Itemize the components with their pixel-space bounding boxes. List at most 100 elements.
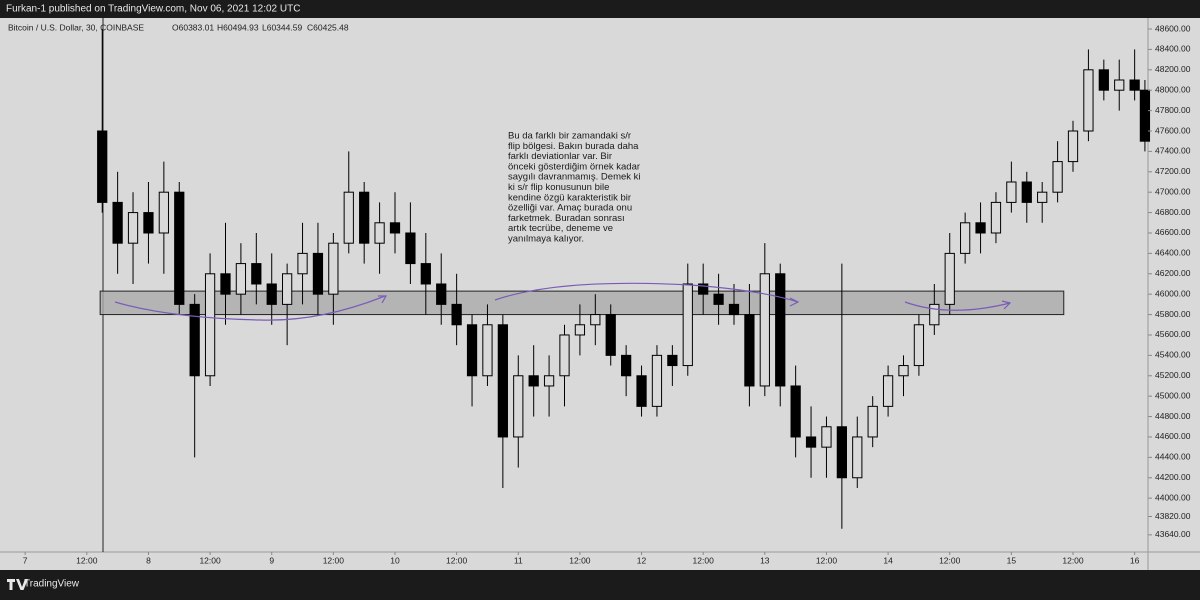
arrow-curve — [494, 282, 799, 303]
annotation-line: artık tecrübe, deneme ve — [508, 223, 613, 234]
candle-body — [960, 222, 971, 254]
candle-body — [405, 232, 416, 265]
candle-body — [297, 252, 308, 275]
candle-body — [220, 273, 231, 295]
candle-body — [466, 324, 478, 377]
annotation-line: özelliği var. Amaç burada onu — [508, 203, 632, 214]
annotation-line: farklı deviationlar var. Bir — [508, 151, 612, 162]
x-tick-label: 10 — [390, 555, 400, 565]
logo — [7, 579, 28, 590]
candle-body — [328, 242, 339, 295]
candle-body — [682, 283, 693, 367]
annotation-line: yanılmaya kalıyor. — [508, 234, 584, 245]
candle-body — [651, 354, 663, 407]
candle-body — [436, 283, 447, 305]
candle-body — [621, 354, 632, 377]
candle-body — [867, 405, 878, 438]
candle-body — [744, 314, 755, 387]
annotation-line: farketmek. Buradan sonrası — [508, 213, 625, 224]
candle-body — [990, 201, 1002, 234]
candle-body — [1139, 89, 1151, 142]
y-tick-label: 46400.00 — [1155, 248, 1191, 258]
candle-body — [528, 375, 539, 387]
symbol: Bitcoin / U.S. Dollar, 30, COINBASE — [8, 22, 144, 32]
x-tick-label: 14 — [883, 555, 893, 565]
sr-zone — [99, 290, 1065, 316]
y-tick-label: 43820.00 — [1155, 511, 1191, 521]
x-tick-label: 12:00 — [446, 555, 468, 565]
y-tick-label: 48600.00 — [1155, 23, 1191, 33]
ohlc-label: C60425.48 — [307, 22, 349, 32]
candle-body — [852, 436, 863, 479]
candle-body — [759, 273, 770, 387]
candle-body — [728, 303, 740, 316]
candle-body — [698, 283, 709, 295]
candle-body — [836, 426, 847, 479]
x-tick-label: 12:00 — [76, 555, 98, 565]
y-tick-label: 45400.00 — [1155, 350, 1191, 360]
x-tick-label: 16 — [1130, 555, 1140, 565]
candle-body — [559, 334, 570, 377]
y-tick-label: 45200.00 — [1155, 370, 1191, 380]
candle-body — [343, 191, 354, 244]
candle-body — [1006, 181, 1017, 203]
arrow-head — [1001, 300, 1012, 310]
x-tick-label: 12:00 — [569, 555, 591, 565]
candle-body — [374, 222, 385, 244]
candle-body — [605, 314, 616, 356]
candle-body — [1129, 79, 1140, 91]
x-tick-label: 12:00 — [199, 555, 221, 565]
plot — [97, 29, 1151, 529]
candle-body — [204, 273, 216, 377]
arrow-head — [378, 295, 388, 304]
y-tick-label: 47000.00 — [1155, 186, 1191, 196]
arrow-head — [789, 297, 800, 307]
candle-body — [482, 324, 493, 377]
candle-body — [1114, 79, 1125, 91]
candle-body — [158, 191, 169, 234]
x-tick-label: 12:00 — [323, 555, 345, 565]
x-tick-label: 12 — [637, 555, 647, 565]
y-tick-label: 48000.00 — [1155, 84, 1191, 94]
candle-body — [359, 191, 370, 244]
y-tick-label: 44600.00 — [1155, 431, 1191, 441]
symbol-line: Bitcoin / U.S. Dollar, 30, COINBASE O6038… — [8, 22, 349, 32]
y-tick-label: 44400.00 — [1155, 452, 1191, 462]
candle-body — [667, 354, 678, 367]
y-tick-label: 47800.00 — [1155, 105, 1191, 115]
annotation-line: Bu da farklı bir zamandaki s/r — [508, 131, 631, 142]
ohlc-label: O60383.01 — [172, 22, 214, 32]
candle-body — [929, 303, 940, 326]
candle-body — [174, 191, 185, 305]
candle-body — [97, 130, 108, 203]
footer-brand: TradingView — [24, 579, 80, 590]
candle-body — [821, 426, 832, 448]
x-tick-label: 12:00 — [1062, 555, 1084, 565]
y-tick-label: 46800.00 — [1155, 207, 1191, 217]
candle-body — [944, 252, 955, 305]
candle-body — [251, 263, 262, 285]
arrow-curve — [904, 301, 1011, 311]
candle-body — [189, 303, 200, 377]
candle-body — [127, 212, 139, 244]
x-tick-label: 15 — [1007, 555, 1017, 565]
y-tick-label: 45000.00 — [1155, 390, 1191, 400]
x-tick-label: 12:00 — [939, 555, 961, 565]
x-tick-label: 9 — [269, 555, 274, 565]
x-tick-label: 11 — [514, 555, 523, 565]
candle-body — [636, 375, 647, 407]
y-tick-label: 48400.00 — [1155, 44, 1191, 54]
candle-body — [266, 283, 277, 305]
candle-body — [898, 365, 909, 377]
y-tick-label: 44800.00 — [1155, 411, 1191, 421]
x-tick-label: 12:00 — [816, 555, 838, 565]
candle-body — [574, 324, 586, 336]
candle-body — [312, 252, 324, 295]
header-bar — [0, 0, 1200, 18]
candle-body — [1052, 161, 1063, 193]
candle-body — [790, 385, 801, 438]
arrow-curve — [114, 295, 386, 321]
candle-body — [975, 222, 986, 234]
footer-bar — [0, 570, 1200, 595]
